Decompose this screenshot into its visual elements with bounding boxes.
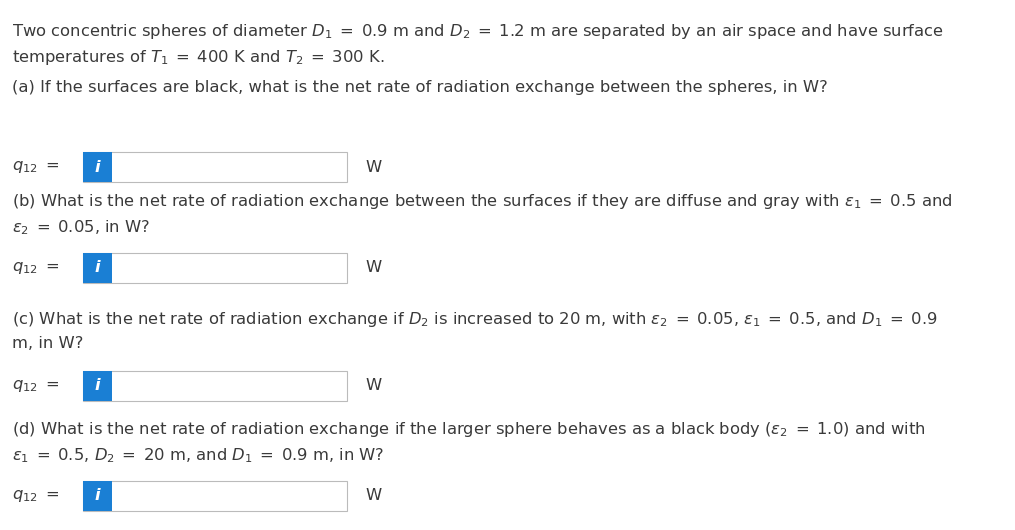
Text: temperatures of $T_1\;=\;400$ K and $T_2\;=\;300$ K.: temperatures of $T_1\;=\;400$ K and $T_2… — [12, 48, 385, 67]
Text: Two concentric spheres of diameter $D_1\;=\;0.9$ m and $D_2\;=\;1.2$ m are separ: Two concentric spheres of diameter $D_1\… — [12, 22, 944, 41]
Text: i: i — [94, 489, 100, 504]
Text: m, in W?: m, in W? — [12, 336, 83, 351]
Text: W: W — [365, 261, 382, 276]
Text: i: i — [94, 160, 100, 174]
FancyBboxPatch shape — [83, 372, 112, 401]
Text: $q_{12}\;=$: $q_{12}\;=$ — [12, 159, 59, 175]
FancyBboxPatch shape — [83, 481, 112, 510]
FancyBboxPatch shape — [83, 153, 347, 182]
Text: (b) What is the net rate of radiation exchange between the surfaces if they are : (b) What is the net rate of radiation ex… — [12, 192, 953, 211]
Text: (d) What is the net rate of radiation exchange if the larger sphere behaves as a: (d) What is the net rate of radiation ex… — [12, 420, 926, 439]
FancyBboxPatch shape — [83, 481, 347, 510]
Text: i: i — [94, 378, 100, 393]
FancyBboxPatch shape — [83, 253, 347, 282]
Text: $q_{12}\;=$: $q_{12}\;=$ — [12, 488, 59, 504]
Text: W: W — [365, 160, 382, 174]
FancyBboxPatch shape — [83, 253, 112, 282]
Text: $\varepsilon_1\;=\;0.5$, $D_2\;=\;20$ m, and $D_1\;=\;0.9$ m, in W?: $\varepsilon_1\;=\;0.5$, $D_2\;=\;20$ m,… — [12, 446, 385, 465]
Text: (a) If the surfaces are black, what is the net rate of radiation exchange betwee: (a) If the surfaces are black, what is t… — [12, 80, 828, 95]
Text: W: W — [365, 378, 382, 393]
Text: W: W — [365, 489, 382, 504]
FancyBboxPatch shape — [83, 372, 347, 401]
FancyBboxPatch shape — [83, 153, 112, 182]
Text: $q_{12}\;=$: $q_{12}\;=$ — [12, 378, 59, 394]
Text: $\varepsilon_2\;=\;0.05$, in W?: $\varepsilon_2\;=\;0.05$, in W? — [12, 218, 150, 237]
Text: i: i — [94, 261, 100, 276]
Text: (c) What is the net rate of radiation exchange if $D_2$ is increased to 20 m, wi: (c) What is the net rate of radiation ex… — [12, 310, 938, 329]
Text: $q_{12}\;=$: $q_{12}\;=$ — [12, 260, 59, 276]
